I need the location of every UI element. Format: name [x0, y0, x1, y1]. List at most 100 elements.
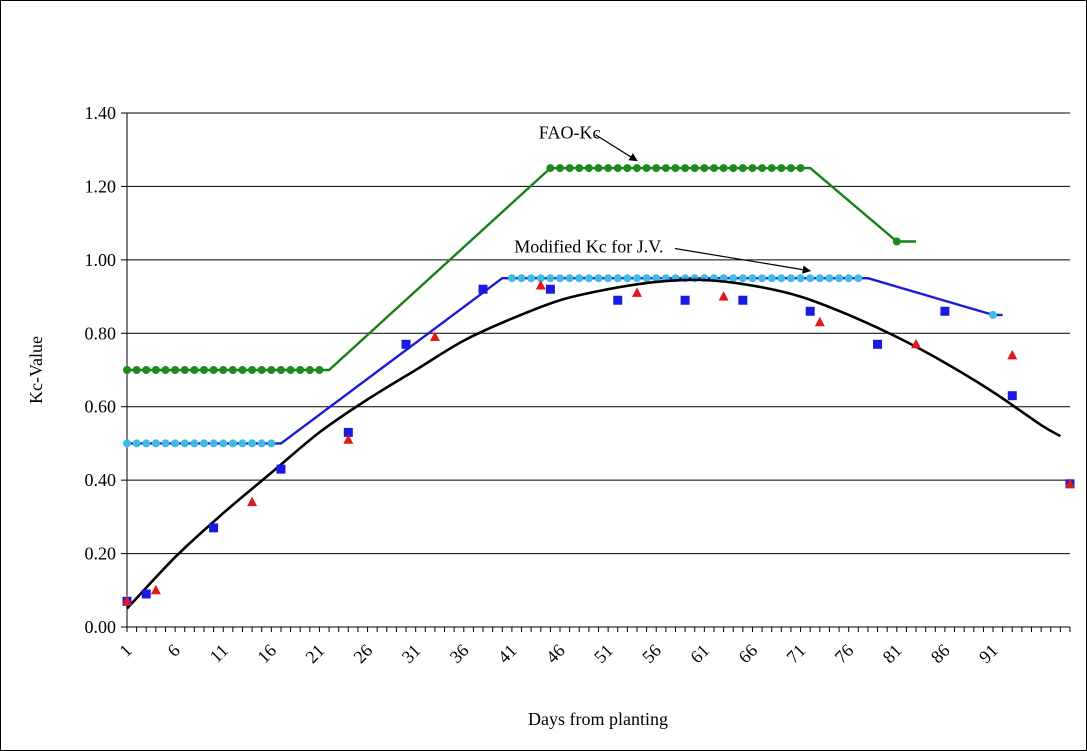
kc-dot: [767, 164, 776, 173]
triangle-marker: [814, 316, 825, 327]
square-marker: [1007, 391, 1017, 401]
kc-line: [127, 277, 1003, 445]
kc-dot: [171, 439, 180, 448]
kc-dot: [796, 274, 805, 283]
kc-dot: [796, 164, 805, 173]
x-tick-label: 71: [783, 640, 810, 667]
kc-dot: [151, 439, 160, 448]
x-tick-label: 11: [206, 640, 232, 666]
kc-dot: [228, 439, 237, 448]
kc-dot: [632, 274, 641, 283]
x-tick-label: 6: [163, 640, 184, 661]
kc-dot: [777, 274, 786, 283]
kc-dot: [565, 274, 574, 283]
kc-dot: [844, 274, 853, 283]
kc-dot: [238, 439, 247, 448]
kc-dot: [132, 439, 141, 448]
kc-dot: [671, 164, 680, 173]
x-tick-label: 66: [734, 640, 761, 667]
kc-dot: [584, 274, 593, 283]
kc-dot: [652, 274, 661, 283]
kc-dot: [835, 274, 844, 283]
kc-dot: [556, 164, 565, 173]
kc-dot: [690, 164, 699, 173]
kc-dot: [209, 366, 218, 374]
kc-dot: [661, 164, 670, 173]
triangle-marker: [1065, 478, 1075, 488]
kc-dot: [632, 164, 641, 173]
kc-dot: [738, 164, 747, 173]
x-tick-label: 31: [398, 640, 425, 667]
triangle-marker: [631, 287, 642, 297]
kc-dot: [161, 439, 170, 448]
kc-dot: [257, 366, 266, 374]
kc-dot: [758, 164, 767, 173]
kc-dot: [786, 274, 795, 283]
x-tick-label: 81: [879, 640, 906, 667]
y-tick-label: 0.00: [85, 617, 117, 637]
kc-dot: [546, 274, 555, 283]
square-marker: [276, 464, 286, 474]
kc-dot: [248, 439, 257, 448]
y-axis-label: Kc-Value: [26, 336, 46, 404]
y-tick-label: 1.40: [85, 103, 117, 123]
x-tick-label: 46: [542, 640, 569, 667]
kc-dot: [729, 274, 738, 283]
x-tick-label: 1: [115, 640, 136, 661]
kc-dot: [180, 439, 189, 448]
square-marker: [738, 295, 748, 305]
kc-dot: [989, 310, 998, 319]
y-tick-label: 0.80: [85, 323, 117, 343]
kc-dot: [209, 439, 218, 448]
x-tick-label: 86: [927, 640, 954, 667]
kc-dot: [623, 164, 632, 173]
kc-dot: [257, 439, 266, 448]
square-marker: [613, 295, 623, 305]
kc-dot: [296, 366, 305, 374]
square-marker: [141, 589, 151, 599]
kc-dot: [623, 274, 632, 283]
square-marker: [209, 523, 219, 533]
triangle-marker: [150, 584, 161, 595]
kc-dot: [123, 366, 131, 374]
square-marker: [478, 284, 488, 294]
kc-dot: [652, 164, 661, 173]
kc-dot: [748, 274, 757, 283]
x-tick-label: 91: [975, 640, 1002, 667]
kc-dot: [575, 164, 584, 173]
kc-dot: [738, 274, 747, 283]
annotation-label: FAO-Kc: [539, 123, 601, 143]
square-marker: [545, 284, 555, 294]
kc-dot: [132, 366, 141, 374]
kc-dot: [565, 164, 574, 173]
trendline: [126, 278, 1062, 610]
kc-dot: [190, 366, 199, 374]
kc-dot: [190, 439, 199, 448]
kc-dot: [825, 274, 834, 283]
kc-dot: [161, 366, 170, 374]
kc-dot: [748, 164, 757, 173]
kc-dot: [180, 366, 189, 374]
kc-dot: [507, 274, 516, 283]
annotation-label: Modified Kc for J.V.: [514, 237, 663, 257]
kc-dot: [613, 164, 622, 173]
kc-dot: [892, 237, 901, 246]
triangle-marker: [429, 331, 440, 341]
kc-dot: [199, 439, 208, 448]
annotation-arrow: [595, 134, 638, 162]
kc-dot: [642, 164, 651, 173]
kc-dot: [267, 366, 276, 374]
square-marker: [940, 306, 950, 316]
kc-dot: [767, 274, 776, 283]
kc-dot: [709, 164, 718, 173]
y-tick-label: 1.20: [85, 176, 117, 196]
kc-dot: [700, 164, 709, 173]
kc-dot: [854, 274, 863, 283]
kc-dot: [729, 164, 738, 173]
x-tick-label: 16: [253, 640, 280, 667]
kc-dot: [219, 366, 228, 374]
triangle-marker: [535, 280, 546, 290]
y-tick-label: 0.60: [85, 397, 117, 417]
x-tick-label: 26: [350, 640, 377, 667]
square-marker: [680, 295, 690, 305]
